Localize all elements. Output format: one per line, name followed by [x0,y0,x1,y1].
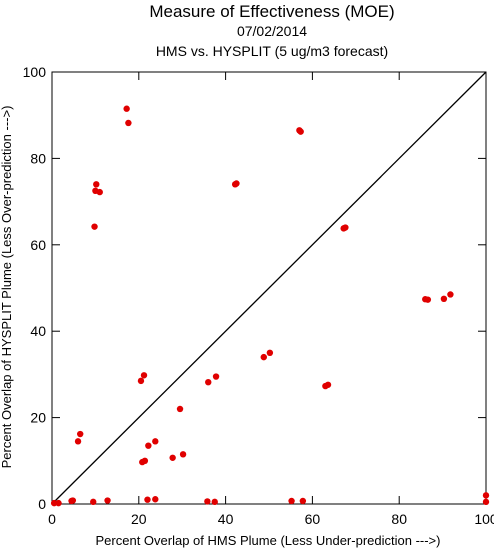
data-points [50,105,490,507]
y-tick-label: 100 [23,64,47,80]
data-point [123,105,130,112]
x-tick-label: 40 [218,511,234,527]
data-point [55,499,62,507]
data-point [205,378,212,386]
data-point [137,377,145,385]
y-axis-label: Percent Overlap of HYSPLIT Plume (Less O… [0,106,14,469]
y-tick-label: 80 [30,150,46,166]
data-point [297,128,304,135]
data-point [176,405,184,413]
data-point [74,438,82,445]
data-point [212,373,220,380]
chart-title: Measure of Effectiveness (MOE) [149,2,394,21]
data-point [288,497,295,505]
diagonal-reference-line [51,71,487,505]
data-point [299,497,307,505]
data-point [69,497,77,504]
data-point [447,291,454,298]
x-tick-label: 0 [48,511,56,527]
chart-date: 07/02/2014 [237,23,307,39]
data-point [324,381,332,388]
data-point [77,430,84,438]
data-point [104,497,111,504]
data-point [233,180,240,187]
x-tick-label: 20 [131,511,147,527]
plot-frame [51,71,487,505]
x-axis-label: Percent Overlap of HMS Plume (Less Under… [96,533,441,548]
data-point [482,498,490,506]
data-point [424,296,432,303]
y-tick-label: 20 [30,410,46,426]
data-point [169,454,176,461]
data-point [152,438,159,445]
y-tick-label: 0 [38,496,46,512]
data-point [141,457,149,464]
y-tick-label: 40 [30,323,46,339]
data-point [266,349,274,356]
chart-subtitle: HMS vs. HYSPLIT (5 ug/m3 forecast) [156,43,388,59]
data-point [260,353,267,361]
x-tick-label: 80 [391,511,407,527]
data-point [96,188,103,196]
x-tick-label: 100 [474,511,494,527]
data-point [342,224,349,231]
data-point [91,223,98,230]
y-tick-label: 60 [30,237,46,253]
data-point [145,442,152,449]
data-point [90,498,97,506]
data-point [440,295,448,302]
data-point [482,492,490,499]
data-point [140,372,148,379]
plot-area [51,71,487,505]
data-point [144,496,151,503]
data-point [93,181,100,188]
axis-ticks: 0 20 40 60 80 100 0 20 40 60 80 100 [23,64,494,527]
data-point [179,451,187,458]
data-point [204,498,211,505]
data-point [211,498,218,506]
x-tick-label: 60 [305,511,321,527]
data-point [152,496,159,503]
data-point [125,119,132,127]
